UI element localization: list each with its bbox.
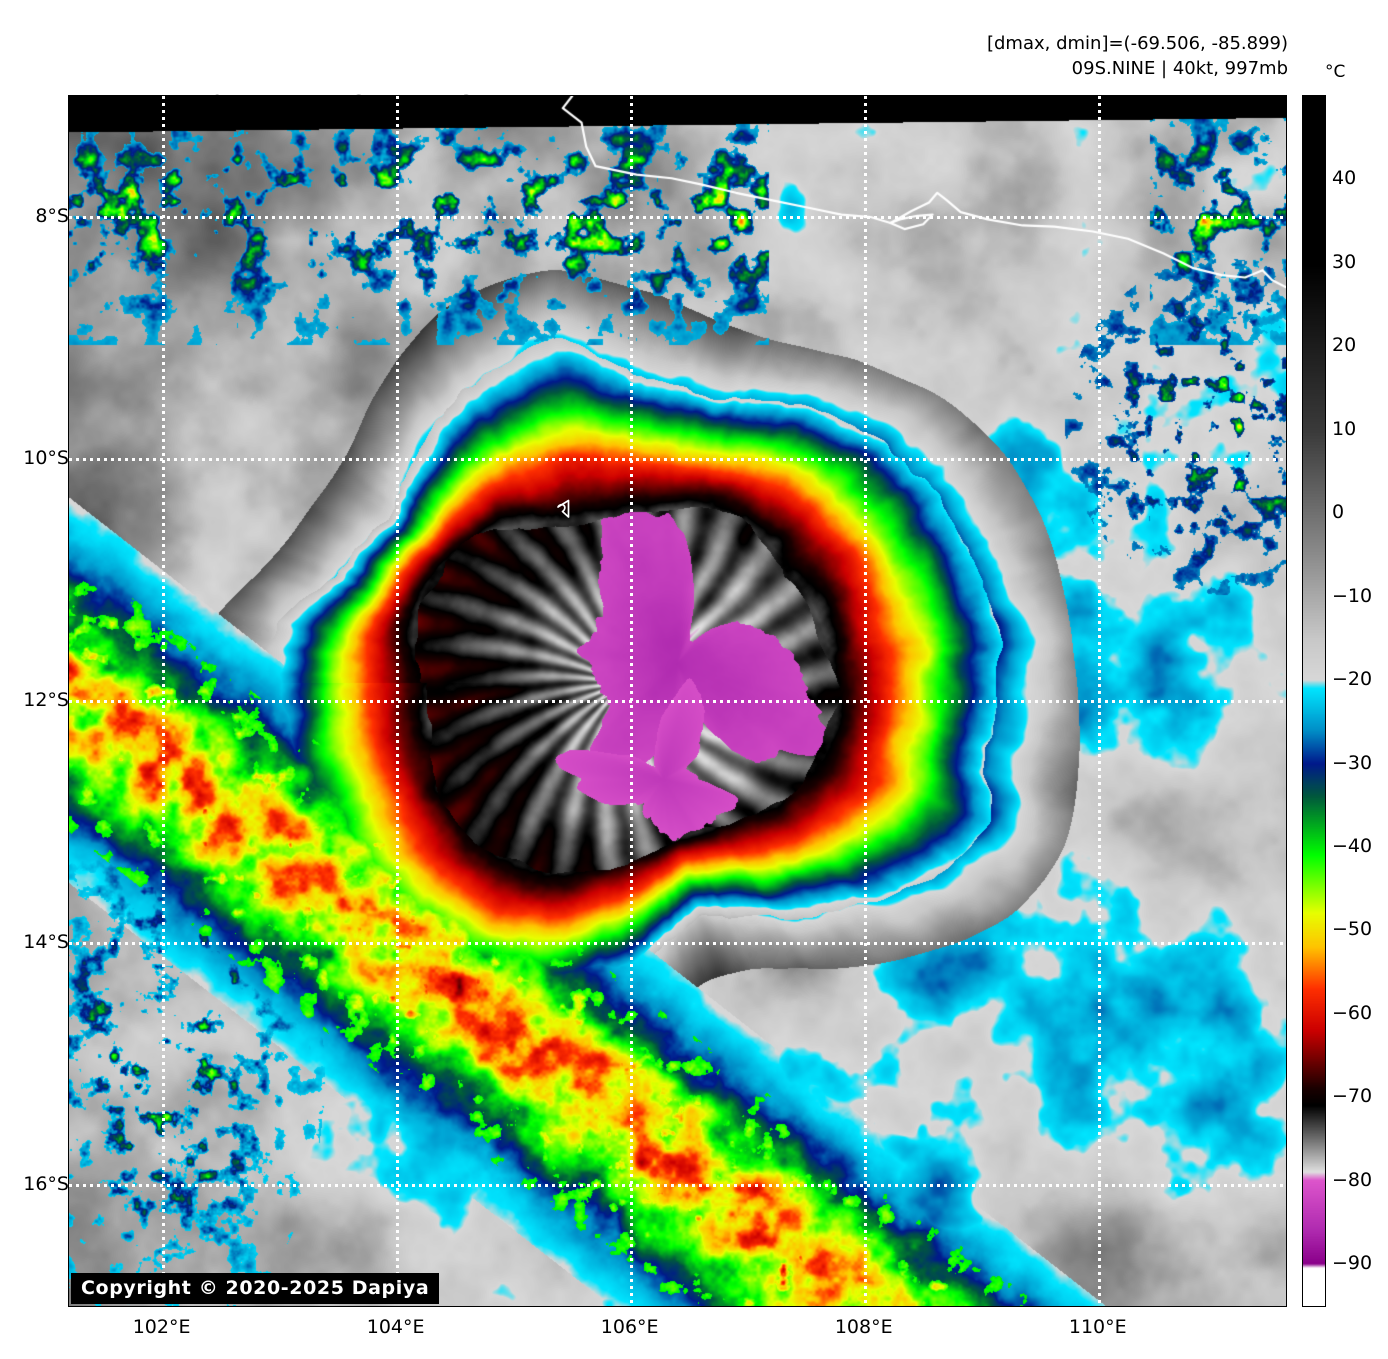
header-info-block: [dmax, dmin]=(-69.506, -85.899) 09S.NINE… [987,31,1288,81]
colorbar-tick: −20 [1332,668,1373,691]
colorbar-tick: 20 [1332,334,1357,357]
xtick-label: 102°E [132,1316,191,1338]
ytick-label: 14°S [23,931,69,953]
temperature-colorbar[interactable] [1302,95,1326,1307]
colorbar-tick: −40 [1332,835,1373,858]
colorbar-tick: −70 [1332,1085,1373,1108]
ytick-label: 16°S [23,1173,69,1195]
ytick-label: 10°S [23,447,69,469]
colorbar-tick: −80 [1332,1168,1373,1191]
xtick-label: 108°E [834,1316,893,1338]
colorbar-tick: 30 [1332,250,1357,273]
colorbar-tick: −60 [1332,1001,1373,1024]
xtick-label: 104°E [366,1316,425,1338]
satellite-imagery-canvas [69,96,1286,1306]
xtick-label: 110°E [1068,1316,1127,1338]
colorbar-tick: −10 [1332,584,1373,607]
colorbar-tick: 40 [1332,167,1357,190]
ytick-label: 12°S [23,689,69,711]
tropical-cyclone-symbol-icon [557,499,570,518]
colorbar-tick: 0 [1332,501,1345,524]
xtick-label: 106°E [600,1316,659,1338]
colorbar-tick: −50 [1332,918,1373,941]
copyright-watermark: Copyright © 2020-2025 Dapiya [71,1273,440,1304]
colorbar-unit-label: °C [1325,62,1346,82]
dmax-dmin-label: [dmax, dmin]=(-69.506, -85.899) [986,33,1288,54]
colorbar-tick: −90 [1332,1252,1373,1275]
storm-info-label: 09S.NINE | 40kt, 997mb [1071,58,1288,79]
colorbar-tick: −30 [1332,751,1373,774]
ytick-label: 8°S [35,205,69,227]
colorbar-gradient [1303,96,1325,1306]
colorbar-tick: 10 [1332,417,1357,440]
satellite-image-plot[interactable]: Copyright © 2020-2025 Dapiya [68,95,1287,1307]
